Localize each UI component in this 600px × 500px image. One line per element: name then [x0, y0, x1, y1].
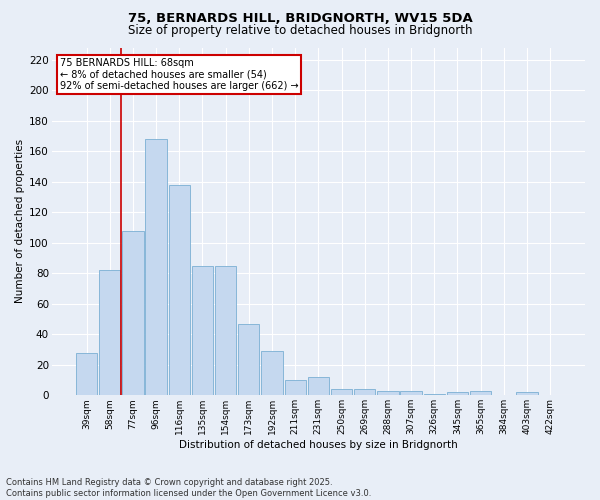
Text: 75, BERNARDS HILL, BRIDGNORTH, WV15 5DA: 75, BERNARDS HILL, BRIDGNORTH, WV15 5DA — [128, 12, 472, 26]
Bar — [354, 389, 376, 396]
Bar — [262, 351, 283, 396]
Bar — [447, 392, 468, 396]
Bar — [308, 377, 329, 396]
Bar — [215, 266, 236, 396]
Bar — [516, 392, 538, 396]
Bar — [99, 270, 121, 396]
Text: Size of property relative to detached houses in Bridgnorth: Size of property relative to detached ho… — [128, 24, 472, 37]
Bar — [238, 324, 259, 396]
Y-axis label: Number of detached properties: Number of detached properties — [15, 140, 25, 304]
Bar — [192, 266, 213, 396]
X-axis label: Distribution of detached houses by size in Bridgnorth: Distribution of detached houses by size … — [179, 440, 458, 450]
Bar — [424, 394, 445, 396]
Bar — [470, 390, 491, 396]
Bar — [169, 185, 190, 396]
Text: 75 BERNARDS HILL: 68sqm
← 8% of detached houses are smaller (54)
92% of semi-det: 75 BERNARDS HILL: 68sqm ← 8% of detached… — [59, 58, 298, 91]
Text: Contains HM Land Registry data © Crown copyright and database right 2025.
Contai: Contains HM Land Registry data © Crown c… — [6, 478, 371, 498]
Bar — [122, 230, 143, 396]
Bar — [284, 380, 306, 396]
Bar — [400, 390, 422, 396]
Bar — [145, 139, 167, 396]
Bar — [331, 389, 352, 396]
Bar — [377, 390, 398, 396]
Bar — [76, 352, 97, 396]
